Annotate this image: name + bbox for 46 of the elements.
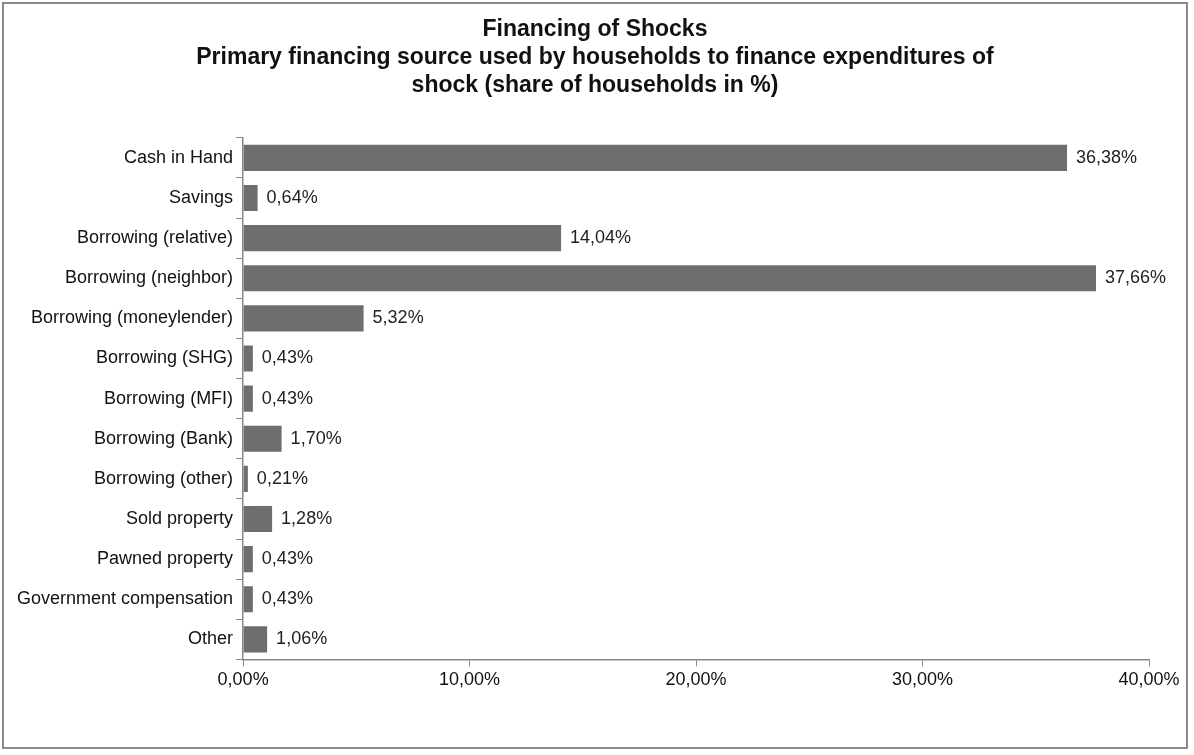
data-label: 36,38% — [1076, 146, 1138, 167]
x-tick-label: 30,00% — [892, 669, 954, 690]
data-label: 0,43% — [261, 588, 313, 609]
data-label: 0,43% — [261, 347, 313, 368]
y-tick-label: Borrowing (moneylender) — [31, 307, 234, 328]
bar — [243, 305, 364, 332]
y-tick-label: Borrowing (neighbor) — [65, 267, 234, 288]
bar — [243, 465, 248, 492]
bar — [243, 626, 268, 653]
x-tick-label: 0,00% — [217, 669, 269, 690]
y-tick-label: Borrowing (Bank) — [94, 427, 234, 448]
bar — [243, 144, 1068, 171]
y-tick-label: Savings — [169, 186, 234, 207]
x-tick-label: 10,00% — [439, 669, 501, 690]
x-tick-label: 20,00% — [665, 669, 727, 690]
data-label: 0,43% — [261, 387, 313, 408]
bar — [243, 225, 562, 252]
chart-subtitle: Primary financing source used by households to finance expenditures of shock (share of households in %) — [195, 42, 995, 98]
y-tick-label: Other — [188, 628, 234, 649]
bar — [243, 184, 258, 212]
y-tick-label: Cash in Hand — [124, 146, 234, 167]
y-tick-label: Borrowing (relative) — [77, 227, 234, 248]
bar — [243, 425, 282, 452]
x-tick-label: 40,00% — [1118, 669, 1180, 690]
y-tick-label: Government compensation — [16, 588, 234, 609]
bar — [243, 586, 253, 613]
data-label: 0,43% — [261, 548, 313, 569]
data-label: 0,21% — [256, 467, 308, 488]
data-label: 0,64% — [266, 186, 318, 207]
bar — [243, 265, 1097, 292]
y-tick-label: Sold property — [126, 507, 234, 528]
data-label: 1,28% — [281, 507, 333, 528]
bar — [243, 505, 273, 533]
data-label: 37,66% — [1105, 267, 1167, 288]
bar — [243, 546, 253, 573]
data-label: 1,06% — [276, 628, 328, 649]
data-label: 14,04% — [570, 227, 632, 248]
data-label: 1,70% — [290, 427, 342, 448]
y-tick-label: Borrowing (other) — [94, 467, 234, 488]
y-tick-label: Borrowing (MFI) — [104, 387, 234, 408]
bar — [243, 385, 253, 412]
y-tick-label: Borrowing (SHG) — [96, 347, 234, 368]
bar — [243, 345, 253, 372]
data-label: 5,32% — [372, 307, 424, 328]
y-tick-label: Pawned property — [97, 548, 234, 569]
chart-title: Financing of Shocks — [481, 14, 709, 42]
